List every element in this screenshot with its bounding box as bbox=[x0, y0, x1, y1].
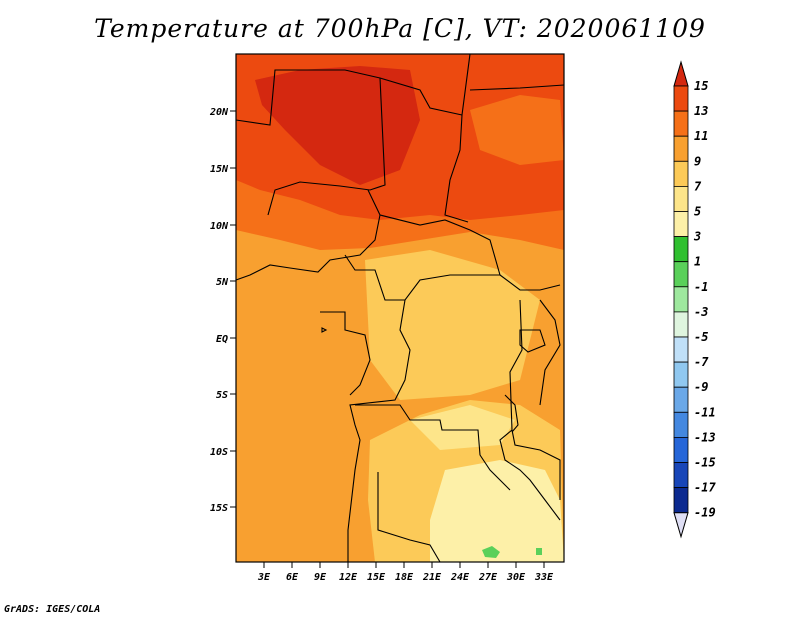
colorbar-arrow-top bbox=[673, 60, 689, 87]
map-region-pale-north bbox=[410, 405, 515, 450]
lat-label: 5N bbox=[216, 277, 229, 288]
colorbar-label: 3 bbox=[693, 230, 701, 244]
longitude-axis: 3E 6E 9E 12E 15E 18E 21E 24E 27E 30E 33E bbox=[257, 562, 554, 583]
lon-label: 18E bbox=[395, 572, 414, 583]
lon-tick: 30E bbox=[506, 562, 526, 583]
colorbar-label: -1 bbox=[694, 280, 708, 294]
lon-tick: 6E bbox=[286, 562, 299, 583]
lon-label: 24E bbox=[450, 572, 470, 583]
lon-tick: 18E bbox=[395, 562, 414, 583]
lon-label: 3E bbox=[257, 572, 271, 583]
colorbar-swatch bbox=[673, 336, 689, 363]
map-region-green-2 bbox=[536, 548, 542, 555]
latitude-axis: 20N 15N 10N 5N EQ 5S 10S 15S bbox=[209, 107, 236, 514]
lat-label: 15S bbox=[210, 503, 228, 514]
map-region-atlantic bbox=[236, 262, 360, 562]
credit-text: GrADS: IGES/COLA bbox=[4, 604, 101, 615]
map-region-congo bbox=[365, 250, 540, 400]
colorbar-swatch bbox=[673, 211, 689, 238]
colorbar-label: -13 bbox=[694, 430, 716, 444]
colorbar: 15 13 11 9 7 5 3 1 -1 -3 -5 -7 -9 -11 -13 -15 -17 -19 bbox=[673, 60, 716, 539]
map-region-green bbox=[482, 546, 500, 558]
colorbar-swatch bbox=[673, 311, 689, 338]
lat-label: 20N bbox=[209, 107, 229, 118]
lat-tick: 5S bbox=[216, 390, 236, 401]
lon-tick: 3E bbox=[257, 562, 271, 583]
colorbar-label: -15 bbox=[694, 456, 716, 470]
lat-tick: EQ bbox=[216, 334, 236, 345]
lon-tick: 24E bbox=[450, 562, 470, 583]
lat-tick: 20N bbox=[209, 107, 236, 118]
lat-label: 10N bbox=[210, 221, 229, 232]
colorbar-arrow-bottom bbox=[673, 512, 689, 539]
colorbar-swatch bbox=[673, 135, 689, 162]
lon-tick: 27E bbox=[478, 562, 498, 583]
lat-label: 15N bbox=[210, 164, 229, 175]
colorbar-label: -19 bbox=[694, 506, 716, 520]
colorbar-label: 13 bbox=[694, 104, 708, 118]
colorbar-swatch bbox=[673, 361, 689, 388]
colorbar-swatch bbox=[673, 185, 689, 212]
map-frame bbox=[235, 53, 565, 563]
colorbar-swatch bbox=[673, 110, 689, 137]
lon-tick: 15E bbox=[367, 562, 386, 583]
colorbar-swatch bbox=[673, 386, 689, 413]
lon-tick: 12E bbox=[339, 562, 358, 583]
map-region-pale bbox=[430, 460, 564, 562]
colorbar-label: 1 bbox=[694, 255, 701, 269]
lon-label: 9E bbox=[314, 572, 327, 583]
colorbar-swatch bbox=[673, 462, 689, 489]
colorbar-label: 7 bbox=[694, 179, 702, 193]
colorbar-label: -9 bbox=[694, 380, 708, 394]
colorbar-label: -3 bbox=[694, 305, 708, 319]
colorbar-swatch bbox=[673, 236, 689, 263]
lat-tick: 10N bbox=[210, 221, 236, 232]
map-region-hottest bbox=[255, 66, 420, 185]
lon-label: 6E bbox=[286, 572, 299, 583]
colorbar-label: -11 bbox=[694, 405, 716, 419]
lat-tick: 15N bbox=[210, 164, 236, 175]
colorbar-label: 9 bbox=[694, 154, 701, 168]
colorbar-label: 5 bbox=[694, 205, 701, 219]
colorbar-label: -17 bbox=[694, 481, 716, 495]
colorbar-label: 11 bbox=[694, 129, 708, 143]
colorbar-swatch bbox=[673, 286, 689, 313]
lon-label: 12E bbox=[339, 572, 358, 583]
lon-label: 30E bbox=[506, 572, 526, 583]
lon-tick: 9E bbox=[314, 562, 327, 583]
lat-label: 5S bbox=[216, 390, 228, 401]
colorbar-swatch bbox=[673, 487, 689, 514]
colorbar-label: 15 bbox=[694, 79, 708, 93]
lon-label: 21E bbox=[422, 572, 442, 583]
lon-tick: 33E bbox=[534, 562, 554, 583]
temperature-map bbox=[235, 53, 565, 563]
lat-tick: 15S bbox=[210, 503, 236, 514]
colorbar-label: -7 bbox=[694, 355, 709, 369]
map-title: Temperature at 700hPa [C], VT: 202006110… bbox=[94, 14, 706, 43]
colorbar-swatch bbox=[673, 261, 689, 288]
lat-tick: 5N bbox=[216, 277, 236, 288]
country-borders bbox=[235, 53, 565, 563]
lat-label: 10S bbox=[210, 447, 228, 458]
lon-tick: 21E bbox=[422, 562, 442, 583]
lat-label: EQ bbox=[216, 334, 228, 345]
lon-label: 15E bbox=[367, 572, 386, 583]
colorbar-swatch bbox=[673, 411, 689, 438]
colorbar-label: -5 bbox=[694, 330, 708, 344]
lon-label: 27E bbox=[478, 572, 498, 583]
lat-tick: 10S bbox=[210, 447, 236, 458]
lon-label: 33E bbox=[534, 572, 554, 583]
colorbar-swatch bbox=[673, 85, 689, 112]
colorbar-swatch bbox=[673, 436, 689, 463]
colorbar-swatch bbox=[673, 160, 689, 187]
map-region-north-east bbox=[470, 95, 564, 165]
